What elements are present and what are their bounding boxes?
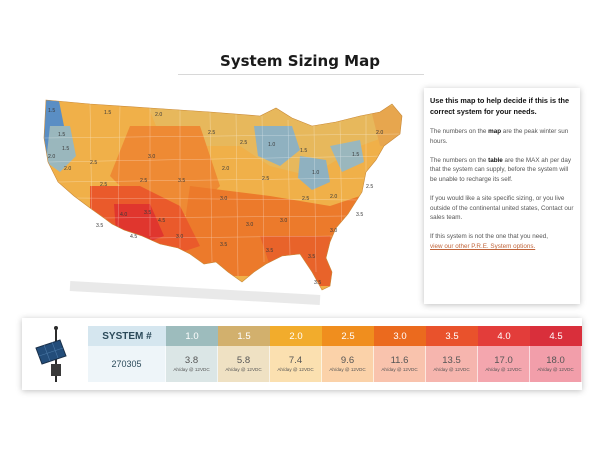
solar-panel-icon [22,318,88,390]
sizing-map: 1.5 1.5 1.5 2.0 2.0 1.5 2.0 2.5 2.5 3.0 2.5 3.5 4.0 3… [30,86,415,316]
sun-hours-label: 4.5 [130,234,137,240]
ah-value: 11.6 [390,354,409,366]
sun-hours-label: 1.0 [312,170,319,176]
sun-hours-label: 1.5 [62,146,69,152]
sun-hours-label: 3.0 [220,196,227,202]
info-table-note: The numbers on the table are the MAX ah … [430,156,572,184]
ah-value-cell: 18.0 Ah/day @ 12VDC [530,346,582,382]
sun-hours-header: 2.0 [270,326,322,346]
ah-value-cell: 7.4 Ah/day @ 12VDC [270,346,322,382]
ah-value: 7.4 [288,354,303,366]
system-id-cell: 270305 [88,346,166,382]
sun-hours-label: 2.0 [155,112,162,118]
info-other-systems: If this system is not the one that you n… [430,233,548,250]
system-number-header: SYSTEM # [88,326,166,346]
ah-value: 13.5 [442,354,461,366]
ah-value: 5.8 [236,354,251,366]
ah-unit: Ah/day @ 12VDC [329,367,366,373]
sun-hours-label: 1.5 [104,110,111,116]
ah-value: 3.8 [184,354,199,366]
sun-hours-label: 2.0 [64,166,71,172]
sun-hours-label: 4.5 [158,218,165,224]
ah-value-cell: 11.6 Ah/day @ 12VDC [374,346,426,382]
sun-hours-label: 3.5 [356,212,363,218]
sun-hours-label: 3.0 [246,222,253,228]
info-panel: Use this map to help decide if this is t… [424,88,580,304]
us-outline [43,99,403,291]
sun-hours-label: 3.5 [266,248,273,254]
ah-value-cell: 3.8 Ah/day @ 12VDC [166,346,218,382]
sun-hours-header: 3.5 [426,326,478,346]
ah-unit: Ah/day @ 12VDC [277,367,314,373]
ah-unit: Ah/day @ 12VDC [225,367,262,373]
sun-hours-header: 3.0 [374,326,426,346]
sun-hours-header: 2.5 [322,326,374,346]
ah-value-cell: 17.0 Ah/day @ 12VDC [478,346,530,382]
sun-hours-label: 3.5 [220,242,227,248]
sun-hours-label: 2.5 [140,178,147,184]
sun-hours-header: 4.5 [530,326,582,346]
sun-hours-label: 2.5 [262,176,269,182]
ah-value-cell: 9.6 Ah/day @ 12VDC [322,346,374,382]
sun-hours-header: 4.0 [478,326,530,346]
sun-hours-header: 1.0 [166,326,218,346]
sun-hours-label: 2.5 [302,196,309,202]
sun-hours-label: 3.5 [144,210,151,216]
ah-unit: Ah/day @ 12VDC [485,367,522,373]
info-contact-note: If you would like a site specific sizing… [430,194,574,222]
sun-hours-label: 1.5 [48,108,55,114]
sun-hours-label: 2.5 [100,182,107,188]
sun-hours-label: 3.0 [148,154,155,160]
ah-value: 9.6 [340,354,355,366]
map-shadow [69,281,321,305]
sizing-grid: SYSTEM # 1.0 1.5 2.0 2.5 3.0 3.5 4.0 4.5 270305 3… [88,326,582,382]
info-lead: Use this map to help decide if this is t… [430,96,570,116]
ah-value: 17.0 [494,354,513,366]
sizing-table: SYSTEM # 1.0 1.5 2.0 2.5 3.0 3.5 4.0 4.5 270305 3… [22,318,582,390]
sun-hours-header: 1.5 [218,326,270,346]
ah-unit: Ah/day @ 12VDC [433,367,470,373]
sun-hours-label: 2.5 [208,130,215,136]
ah-value-cell: 5.8 Ah/day @ 12VDC [218,346,270,382]
sun-hour-zones [44,100,402,290]
sun-hours-label: 2.5 [366,184,373,190]
sun-hours-label: 2.5 [90,160,97,166]
sun-hours-label: 3.5 [178,178,185,184]
sun-hours-label: 3.0 [280,218,287,224]
sun-hours-label: 3.5 [96,223,103,229]
ah-unit: Ah/day @ 12VDC [173,367,210,373]
sun-hours-label: 2.0 [222,166,229,172]
ah-value: 18.0 [546,354,565,366]
sun-hours-label: 1.5 [58,132,65,138]
state-borders [44,103,401,277]
page-title: System Sizing Map [220,52,380,70]
sun-hours-label: 3.0 [176,234,183,240]
sun-hours-label: 3.0 [330,228,337,234]
sun-hours-label: 2.0 [48,154,55,160]
sun-hours-label: 2.0 [330,194,337,200]
other-systems-link[interactable]: view our other P.R.E. System options. [430,242,536,250]
title-divider [178,74,424,75]
ah-value-cell: 13.5 Ah/day @ 12VDC [426,346,478,382]
sun-hours-label: 3.5 [308,254,315,260]
map-label-layer: 1.5 1.5 1.5 2.0 2.0 1.5 2.0 2.5 2.5 3.0 2.5 3.5 4.0 3… [48,108,383,286]
info-map-note: The numbers on the map are the peak wint… [430,128,569,145]
sun-hours-label: 1.5 [300,148,307,154]
sun-hours-label: 4.0 [120,212,127,218]
us-map-svg: 1.5 1.5 1.5 2.0 2.0 1.5 2.0 2.5 2.5 3.0 2.5 3.5 4.0 3… [43,99,403,305]
ah-unit: Ah/day @ 12VDC [381,367,418,373]
sun-hours-label: 1.0 [268,142,275,148]
sun-hours-label: 2.0 [376,130,383,136]
sun-hours-label: 2.5 [240,140,247,146]
sun-hours-label: 1.5 [352,152,359,158]
sun-hours-label: 3.5 [314,280,321,286]
ah-unit: Ah/day @ 12VDC [537,367,574,373]
